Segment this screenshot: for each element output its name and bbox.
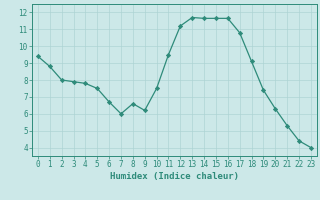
X-axis label: Humidex (Indice chaleur): Humidex (Indice chaleur) (110, 172, 239, 181)
